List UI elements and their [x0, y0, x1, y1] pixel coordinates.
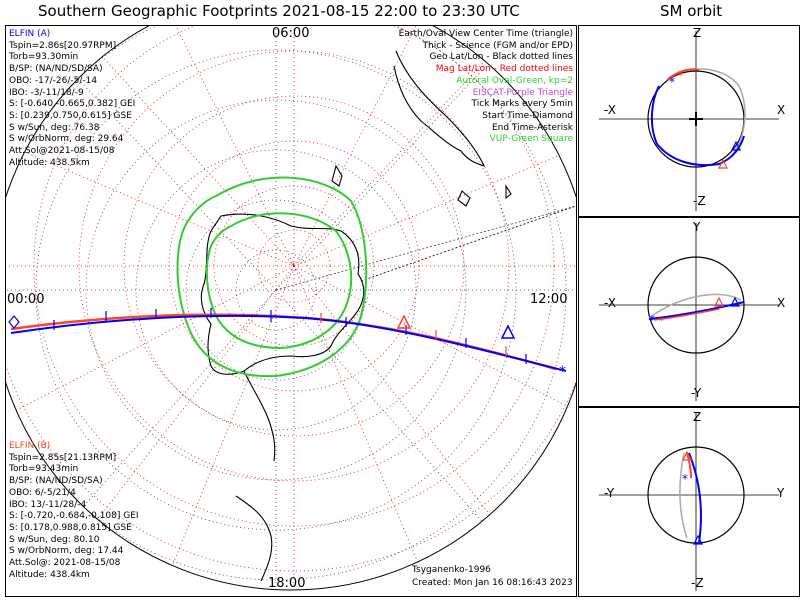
- probe-a-line: S: [-0.640,-0.665,0.382] GEI: [9, 99, 136, 110]
- legend: Earth/Oval View Center Time (triangle) T…: [399, 29, 573, 146]
- hour-label-bottom: 18:00: [268, 576, 306, 591]
- legend-item: Start Time-Diamond: [482, 110, 573, 121]
- probe-a-line: IBO: -3/-11/18/-9: [9, 87, 84, 98]
- sm-axis-left: -X: [604, 103, 616, 117]
- probe-b-center-triangle: [396, 314, 412, 329]
- australia-coastline: [393, 50, 486, 167]
- map-boundary: [6, 26, 576, 591]
- probe-b-line: Tspin=2.85s[21.13RPM]: [9, 452, 117, 463]
- probe-a-line: S w/OrbNorm, deg: 29.64: [9, 134, 124, 145]
- legend-item: Thick - Science (FGM and/or EPD): [422, 40, 573, 51]
- island-coastline: [457, 190, 471, 207]
- probe-b-line: OBO: 6/-5/21/4: [9, 487, 76, 498]
- probe-b-info: ELFIN (B) Tspin=2.85s[21.13RPM] Torb=93.…: [9, 441, 139, 581]
- legend-item: Mag Lat/Lon - Red dotted lines: [435, 64, 573, 75]
- track-ticks-b: [320, 313, 507, 356]
- sm-panel-yz-plot[interactable]: *: [579, 408, 799, 596]
- legend-item: Geo Lat/Lon - Black dotted lines: [429, 52, 573, 63]
- hour-label-left: 00:00: [7, 292, 45, 307]
- svg-text:*: *: [659, 316, 664, 327]
- legend-item: VUP-Green Square: [489, 134, 573, 145]
- sm-axis-bottom: -Z: [691, 576, 704, 590]
- probe-b-line: S: [0.178,0.988,0.815] GSE: [9, 522, 132, 533]
- probe-b-header: ELFIN (B): [9, 441, 51, 451]
- hour-label-top: 06:00: [272, 26, 310, 41]
- probe-a-line: Torb=93.30min: [9, 52, 79, 63]
- polar-map[interactable]: * *: [6, 26, 576, 596]
- probe-b-line: B/SP: (NA/ND/SD/SA): [9, 476, 103, 487]
- auroral-oval: [176, 176, 368, 378]
- svg-text:*: *: [678, 71, 683, 82]
- sm-panel-xy-plot[interactable]: * *: [579, 218, 799, 406]
- legend-item: End Time-Asterisk: [491, 122, 573, 133]
- svg-text:*: *: [649, 313, 655, 327]
- sm-axis-right: Y: [777, 486, 785, 500]
- svg-text:*: *: [669, 75, 675, 89]
- probe-a-line: OBO: -17/-26/-5/-14: [9, 75, 98, 86]
- island-coastline: [331, 164, 343, 187]
- sm-axis-right: X: [777, 296, 786, 310]
- legend-item: Earth/Oval View Center Time (triangle): [398, 29, 573, 39]
- sm-axis-left: -X: [604, 296, 616, 310]
- sm-orbit-title: SM orbit: [660, 2, 723, 20]
- center-marker: *: [291, 262, 296, 272]
- probe-a-track: [10, 314, 567, 372]
- probe-b-line: IBO: 13/-11/28/-4: [9, 499, 87, 510]
- probe-a-line: Tspin=2.86s[20.97RPM]: [9, 40, 117, 51]
- antarctic-peninsula: [243, 370, 276, 462]
- sm-axis-bottom: -Y: [691, 386, 702, 400]
- probe-a-header: ELFIN (A): [9, 29, 51, 39]
- probe-a-line: Att.Sol@2021-08-15/08: [9, 146, 115, 157]
- probe-a-center-triangle: [500, 324, 516, 339]
- page-title: Southern Geographic Footprints 2021-08-1…: [38, 2, 520, 20]
- created-timestamp: Created: Mon Jan 16 08:16:43 2023: [412, 578, 573, 588]
- sm-axis-top: Y: [693, 220, 701, 234]
- sm-panel-xy: * * Y -Y -X X: [578, 217, 800, 407]
- probe-a-line: S w/Sun, deg: 76.38: [9, 122, 100, 133]
- south-america-coastline: [235, 495, 273, 582]
- sm-panel-yz: * Z -Z -Y Y: [578, 407, 800, 597]
- sm-panel-xz: * * Z -Z -X X: [578, 25, 800, 217]
- probe-b-line: Att.Sol@: 2021-08-15/08: [9, 558, 121, 569]
- end-asterisk: *: [559, 364, 566, 380]
- sm-axis-top: Z: [693, 410, 702, 424]
- probe-b-line: S: [-0.720,-0.684,-0.108] GEI: [9, 511, 139, 522]
- start-diamond: [8, 315, 20, 329]
- sm-axis-bottom: -Z: [693, 194, 706, 208]
- probe-a-line: Altitude: 438.5km: [9, 157, 90, 168]
- sm-axis-right: X: [777, 103, 786, 117]
- legend-item: Auroral Oval-Green, kp=2: [456, 75, 573, 86]
- probe-b-line: Torb=93.43min: [9, 464, 79, 475]
- sm-axis-left: -Y: [604, 486, 615, 500]
- track-ticks: [53, 308, 527, 364]
- model-credit: Tsyganenko-1996: [412, 565, 491, 575]
- hour-label-right: 12:00: [530, 292, 568, 307]
- probe-a-info: ELFIN (A) Tspin=2.86s[20.97RPM] Torb=93.…: [9, 29, 135, 169]
- probe-b-line: Altitude: 438.4km: [9, 569, 90, 580]
- island-coastline: [505, 184, 512, 200]
- probe-b-line: S w/OrbNorm, deg: 17.44: [9, 546, 124, 557]
- probe-b-line: S w/Sun, deg: 80.10: [9, 534, 100, 545]
- legend-item: Tick Marks every 5min: [471, 99, 573, 110]
- sm-axis-top: Z: [693, 26, 702, 40]
- probe-a-line: B/SP: (NA/ND/SD/SA): [9, 64, 103, 75]
- probe-a-line: S: [0.239,0.750,0.615] GSE: [9, 110, 132, 121]
- legend-item: EISCAT-Purple Triangle: [472, 87, 573, 98]
- svg-text:*: *: [682, 472, 688, 486]
- sm-panel-xz-plot[interactable]: * *: [579, 26, 799, 216]
- polar-map-frame: * *: [5, 25, 577, 597]
